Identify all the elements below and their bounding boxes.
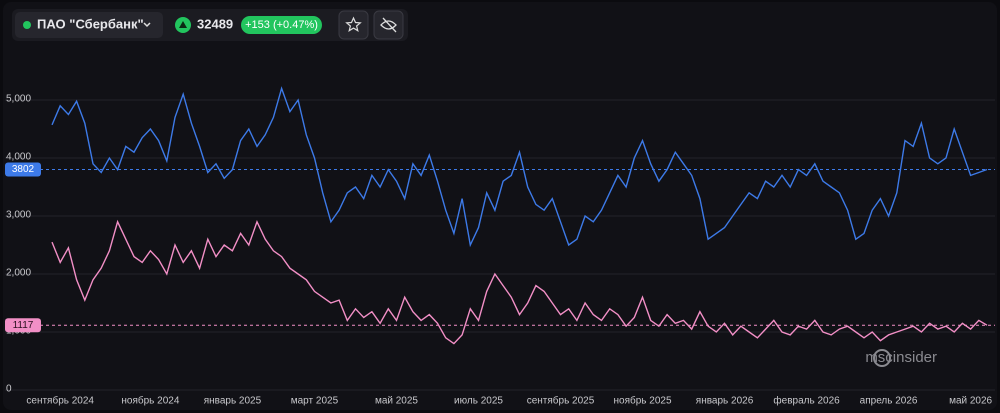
eye-off-icon bbox=[380, 17, 397, 33]
series-line bbox=[51, 219, 988, 345]
chart-panel bbox=[3, 2, 997, 410]
ticker-select[interactable] bbox=[15, 12, 163, 38]
y-tick-label: 2,000 bbox=[6, 268, 31, 279]
x-tick-label: апрель 2026 bbox=[860, 396, 918, 407]
x-tick-label: май 2026 bbox=[949, 396, 992, 407]
last-value-badge bbox=[5, 318, 41, 333]
y-tick-label: 3,000 bbox=[6, 210, 31, 221]
x-tick-label: январь 2025 bbox=[204, 396, 262, 407]
x-tick-label: июль 2025 bbox=[454, 396, 503, 407]
up-arrow bbox=[179, 21, 187, 28]
watermark: mscinsider bbox=[865, 349, 937, 366]
change: +153 (+0.47%) bbox=[245, 19, 318, 31]
star-icon bbox=[345, 16, 362, 32]
x-tick-label: март 2025 bbox=[291, 396, 339, 407]
series-line bbox=[51, 86, 988, 248]
watermark-logo bbox=[873, 349, 891, 367]
ticker-name: ПАО "Сбербанк" bbox=[37, 16, 144, 31]
status-dot bbox=[23, 21, 31, 29]
price: 32489 bbox=[197, 16, 233, 31]
star-button[interactable] bbox=[338, 10, 369, 40]
change-badge bbox=[241, 16, 322, 34]
x-tick-label: май 2025 bbox=[375, 396, 418, 407]
x-tick-label: ноябрь 2025 bbox=[614, 395, 672, 407]
dropdown-arrow bbox=[143, 22, 151, 28]
x-tick-label: ноябрь 2024 bbox=[121, 395, 179, 407]
y-tick-label: 5,000 bbox=[6, 94, 31, 105]
last-value-label: 3802 bbox=[12, 164, 35, 175]
last-value-badge bbox=[5, 162, 41, 177]
last-value-label: 1117 bbox=[13, 320, 34, 331]
x-tick-label: сентябрь 2024 bbox=[26, 395, 94, 407]
y-tick-label: 4,000 bbox=[6, 152, 31, 163]
hide-button[interactable] bbox=[373, 10, 404, 40]
y-tick-label: 0 bbox=[6, 384, 12, 395]
x-tick-label: сентябрь 2025 bbox=[527, 395, 595, 407]
x-tick-label: январь 2026 bbox=[696, 396, 754, 407]
x-tick-label: февраль 2026 bbox=[773, 395, 840, 407]
